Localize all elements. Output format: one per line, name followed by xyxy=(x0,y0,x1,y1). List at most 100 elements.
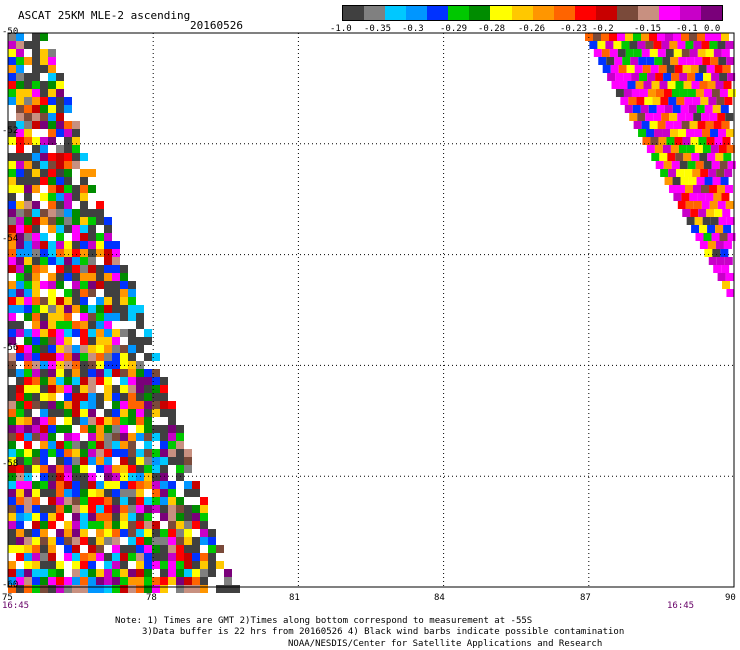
swath-cell xyxy=(698,137,707,145)
swath-cell xyxy=(88,289,96,297)
swath-cell xyxy=(40,393,48,401)
swath-cell xyxy=(96,377,104,385)
color-swatch xyxy=(469,6,491,20)
swath-cell xyxy=(104,409,112,417)
swath-cell xyxy=(88,225,96,233)
swath-cell xyxy=(699,225,708,233)
swath-cell xyxy=(112,521,120,529)
swath-cell xyxy=(694,217,703,225)
swath-cell xyxy=(40,377,48,385)
swath-cell xyxy=(112,569,120,577)
swath-cell xyxy=(32,89,40,97)
swath-cell xyxy=(152,377,160,385)
swath-cell xyxy=(685,113,694,121)
swath-cell xyxy=(128,569,136,577)
swath-cell xyxy=(727,233,736,241)
swath-cell xyxy=(120,441,128,449)
swath-cell xyxy=(48,305,56,313)
swath-cell xyxy=(72,553,80,561)
swath-cell xyxy=(144,409,152,417)
swath-cell xyxy=(112,273,120,281)
swath-cell xyxy=(671,89,680,97)
swath-cell xyxy=(40,401,48,409)
swath-cell xyxy=(48,57,56,65)
swath-cell xyxy=(120,433,128,441)
color-scale-labels: -1.0 -0.35 -0.3 -0.29 -0.28 -0.26 -0.23 -0.2 -0.… xyxy=(330,24,730,36)
swath-cell xyxy=(24,385,32,393)
swath-cell xyxy=(40,409,48,417)
swath-cell xyxy=(112,249,120,257)
swath-cell xyxy=(136,425,144,433)
swath-cell xyxy=(184,473,192,481)
swath-cell xyxy=(136,585,144,593)
swath-cell xyxy=(16,329,24,337)
swath-cell xyxy=(16,313,24,321)
swath-cell xyxy=(708,97,717,105)
swath-cell xyxy=(88,449,96,457)
swath-cell xyxy=(16,497,24,505)
swath-cell xyxy=(80,305,88,313)
swath-cell xyxy=(208,529,216,537)
color-scale-label: -0.35 xyxy=(364,24,392,34)
swath-cell xyxy=(651,153,660,161)
swath-cell xyxy=(48,577,56,585)
swath-cell xyxy=(80,145,88,153)
swath-cell xyxy=(24,57,32,65)
swath-cell xyxy=(16,353,24,361)
swath-cell xyxy=(676,185,685,193)
swath-cell xyxy=(24,393,32,401)
swath-cell xyxy=(88,401,96,409)
swath-cell xyxy=(80,257,88,265)
swath-cell xyxy=(96,529,104,537)
swath-cell xyxy=(64,265,72,273)
swath-cell xyxy=(120,417,128,425)
swath-cell xyxy=(32,529,40,537)
swath-cell xyxy=(32,241,40,249)
swath-cell xyxy=(593,49,602,57)
swath-cell xyxy=(16,225,24,233)
swath-cell xyxy=(120,465,128,473)
swath-cell xyxy=(72,345,80,353)
swath-cell xyxy=(32,57,40,65)
swath-cell xyxy=(32,297,40,305)
swath-cell xyxy=(96,425,104,433)
swath-cell xyxy=(200,521,208,529)
swath-cell xyxy=(24,297,32,305)
swath-cell xyxy=(660,169,669,177)
swath-cell xyxy=(709,41,718,49)
swath-cell xyxy=(16,257,24,265)
swath-cell xyxy=(633,33,641,41)
swath-cell xyxy=(703,233,712,241)
swath-cell xyxy=(88,321,96,329)
swath-cell xyxy=(668,97,677,105)
swath-cell xyxy=(16,265,24,273)
lat-label-54: -54 xyxy=(2,234,19,244)
swath-cell xyxy=(208,561,216,569)
color-swatch xyxy=(637,6,659,20)
swath-cell xyxy=(48,153,56,161)
swath-cell xyxy=(611,81,620,89)
swath-cell xyxy=(24,369,32,377)
swath-cell xyxy=(32,497,40,505)
swath-cell xyxy=(184,553,192,561)
color-swatch xyxy=(364,6,386,20)
swath-cell xyxy=(56,209,64,217)
swath-cell xyxy=(48,401,56,409)
swath-cell xyxy=(160,561,168,569)
swath-cell xyxy=(8,345,16,353)
swath-cell xyxy=(725,41,734,49)
swath-cell xyxy=(639,73,648,81)
swath-cell xyxy=(112,281,120,289)
swath-cell xyxy=(16,521,24,529)
swath-cell xyxy=(715,153,724,161)
swath-cell xyxy=(176,425,184,433)
swath-cell xyxy=(32,177,40,185)
swath-cell xyxy=(707,81,716,89)
swath-cell xyxy=(8,577,16,585)
swath-cell xyxy=(64,401,72,409)
swath-cell xyxy=(56,521,64,529)
swath-cell xyxy=(72,137,80,145)
swath-cell xyxy=(8,185,16,193)
swath-cell xyxy=(80,249,88,257)
swath-cell xyxy=(657,33,665,41)
